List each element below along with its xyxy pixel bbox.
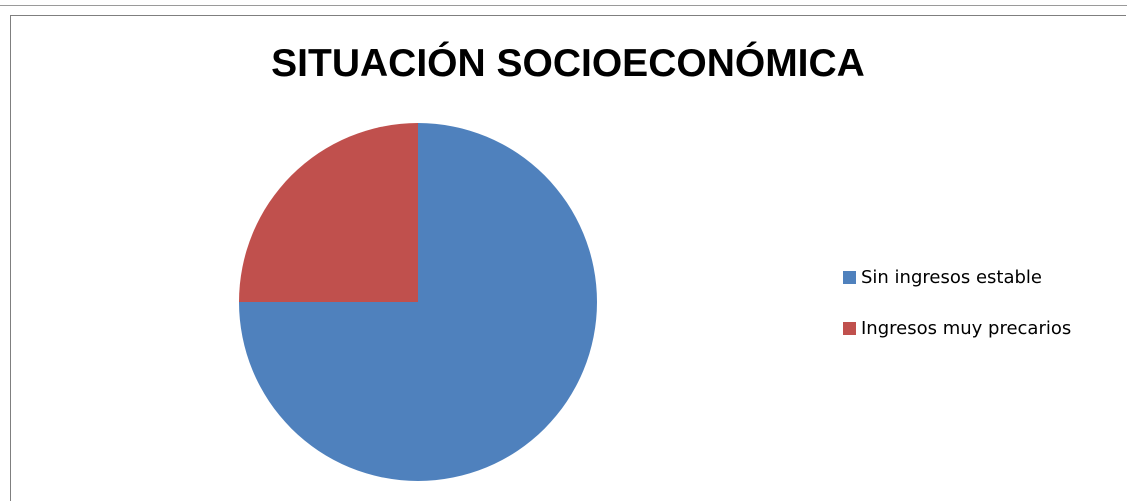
chart-title: SITUACIÓN SOCIOECONÓMICA bbox=[271, 41, 865, 85]
chart-area bbox=[10, 15, 1126, 501]
pie-slices bbox=[239, 123, 597, 481]
legend-label-2: Ingresos muy precarios bbox=[861, 318, 1071, 339]
legend: Sin ingresos estable Ingresos muy precari… bbox=[843, 267, 1071, 339]
pie-slice-2 bbox=[239, 123, 418, 302]
top-border-line bbox=[0, 5, 1127, 6]
legend-swatch-1 bbox=[843, 271, 856, 284]
legend-label-1: Sin ingresos estable bbox=[861, 267, 1042, 288]
legend-swatch-2 bbox=[843, 322, 856, 335]
